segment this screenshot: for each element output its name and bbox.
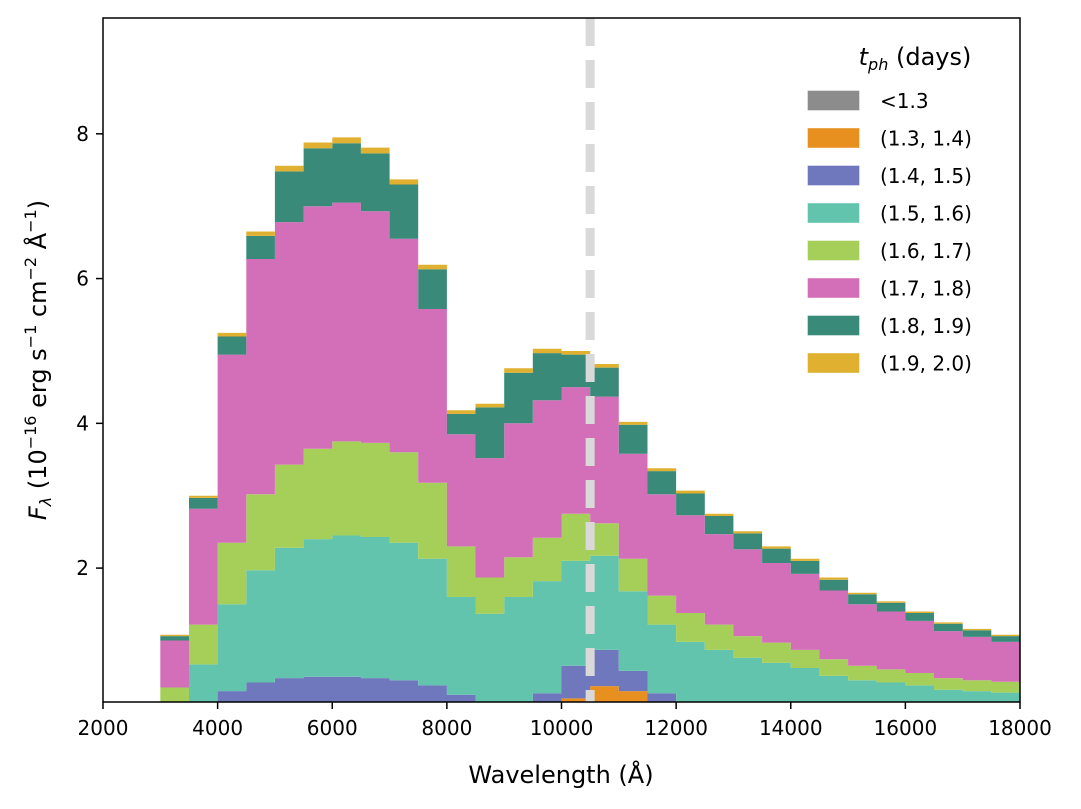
- x-axis-label: Wavelength (Å): [468, 760, 653, 789]
- legend-swatch: [807, 240, 860, 261]
- x-tick-label: 16000: [874, 716, 938, 740]
- legend-label: <1.3: [880, 89, 929, 113]
- stacked-areas: [103, 137, 1020, 702]
- legend-title-rest: (days): [888, 43, 971, 71]
- legend-swatch: [807, 315, 860, 336]
- legend-swatch: [807, 165, 860, 186]
- y-label-exp2: −1: [21, 325, 40, 349]
- area-series-5: [103, 202, 1020, 702]
- x-tick-label: 8000: [421, 716, 472, 740]
- y-label-exp3: −2: [21, 257, 40, 281]
- legend-swatch: [807, 128, 860, 148]
- y-label-cm: cm: [24, 281, 52, 325]
- x-tick-label: 12000: [644, 716, 708, 740]
- legend-label: (1.8, 1.9): [880, 314, 972, 338]
- legend-label: (1.5, 1.6): [880, 202, 972, 226]
- legend-label: (1.9, 2.0): [880, 352, 972, 376]
- legend-label: (1.6, 1.7): [880, 239, 972, 263]
- area-series-3: [103, 535, 1020, 702]
- legend-label: (1.4, 1.5): [880, 164, 972, 188]
- y-tick-label: 2: [76, 556, 89, 580]
- x-tick-label: 18000: [988, 716, 1052, 740]
- y-label-exp4: −1: [21, 209, 40, 233]
- x-tick-label: 4000: [192, 716, 243, 740]
- y-label-close: ): [24, 200, 52, 209]
- legend-label: (1.3, 1.4): [880, 127, 972, 151]
- y-label-erg: erg s: [24, 348, 52, 415]
- legend-title-subscript: ph: [867, 55, 888, 74]
- y-label-subscript: λ: [36, 497, 55, 507]
- x-tick-label: 6000: [307, 716, 358, 740]
- y-axis-ticks: 2 4 6 8: [76, 122, 103, 580]
- x-tick-label: 10000: [530, 716, 594, 740]
- y-tick-label: 8: [76, 122, 89, 146]
- legend-swatch: [807, 278, 860, 298]
- y-label-ang: Å: [23, 232, 52, 257]
- y-tick-label: 4: [76, 411, 89, 435]
- x-tick-label: 2000: [78, 716, 129, 740]
- y-label-units-open: (10: [24, 449, 52, 497]
- legend: tph (days) <1.3 (1.3, 1.4) (1.4, 1.5) (1.5,…: [807, 43, 972, 376]
- legend-title: tph (days): [859, 43, 972, 74]
- x-tick-label: 14000: [759, 716, 823, 740]
- area-series-6: [103, 143, 1020, 702]
- legend-swatch: [807, 90, 860, 111]
- y-label-symbol: F: [24, 505, 52, 520]
- legend-swatch: [807, 353, 860, 373]
- y-tick-label: 6: [76, 267, 89, 291]
- x-axis-ticks: 2000 4000 6000 8000 10000 12000 14000 16000 1800…: [78, 702, 1052, 740]
- legend-swatch: [807, 203, 860, 223]
- legend-items: <1.3 (1.3, 1.4) (1.4, 1.5) (1.5, 1.6) (1.6, …: [807, 89, 972, 376]
- y-axis-label: Fλ (10−16 erg s−1 cm−2 Å−1): [21, 200, 55, 520]
- y-label-exp1: −16: [21, 416, 40, 450]
- legend-title-symbol: t: [859, 43, 870, 71]
- legend-label: (1.7, 1.8): [880, 277, 972, 301]
- area-series-4: [103, 441, 1020, 702]
